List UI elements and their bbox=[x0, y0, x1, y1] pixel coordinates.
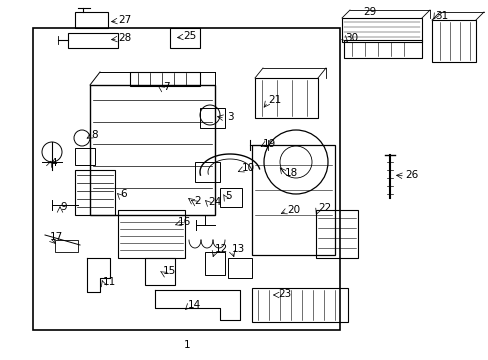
Text: 8: 8 bbox=[91, 130, 98, 140]
Text: 31: 31 bbox=[434, 11, 447, 21]
Text: 13: 13 bbox=[231, 244, 245, 254]
Bar bbox=[315, 210, 357, 258]
Bar bbox=[251, 145, 334, 255]
Text: 14: 14 bbox=[187, 300, 201, 310]
Bar bbox=[68, 33, 118, 48]
Bar bbox=[204, 252, 224, 275]
Text: 25: 25 bbox=[183, 31, 196, 41]
Bar bbox=[220, 188, 242, 207]
Text: 10: 10 bbox=[242, 163, 255, 173]
Bar bbox=[75, 148, 95, 165]
Text: 18: 18 bbox=[285, 168, 298, 178]
Bar bbox=[254, 78, 317, 118]
Bar bbox=[431, 20, 475, 62]
Text: 20: 20 bbox=[286, 205, 300, 215]
Text: 19: 19 bbox=[263, 139, 276, 149]
Text: 30: 30 bbox=[345, 33, 357, 43]
Text: 28: 28 bbox=[118, 33, 131, 43]
Text: 1: 1 bbox=[183, 340, 190, 350]
Text: 16: 16 bbox=[178, 217, 191, 227]
Bar bbox=[33, 28, 339, 330]
Text: 9: 9 bbox=[60, 202, 66, 212]
Text: 23: 23 bbox=[278, 289, 291, 299]
Text: 15: 15 bbox=[163, 266, 176, 276]
Bar bbox=[118, 210, 184, 258]
Text: 3: 3 bbox=[226, 112, 233, 122]
Text: 29: 29 bbox=[363, 7, 376, 17]
Bar bbox=[75, 12, 108, 28]
Bar bbox=[341, 18, 421, 42]
Text: 4: 4 bbox=[50, 158, 57, 168]
Text: 24: 24 bbox=[207, 197, 221, 207]
Bar bbox=[90, 85, 215, 215]
Text: 12: 12 bbox=[215, 244, 228, 254]
Text: 5: 5 bbox=[224, 191, 231, 201]
Text: 17: 17 bbox=[50, 232, 63, 242]
Text: 2: 2 bbox=[194, 196, 200, 206]
Bar bbox=[145, 258, 175, 285]
Bar bbox=[251, 288, 347, 322]
Bar bbox=[195, 162, 220, 182]
Bar bbox=[55, 240, 78, 252]
Text: 26: 26 bbox=[404, 170, 417, 180]
Bar bbox=[200, 108, 224, 128]
Text: 21: 21 bbox=[267, 95, 281, 105]
Text: 7: 7 bbox=[163, 82, 169, 92]
Bar bbox=[170, 28, 200, 48]
Bar bbox=[227, 258, 251, 278]
Text: 22: 22 bbox=[317, 203, 330, 213]
Text: 11: 11 bbox=[103, 277, 116, 287]
Bar bbox=[343, 40, 421, 58]
Bar bbox=[75, 170, 115, 215]
Text: 27: 27 bbox=[118, 15, 131, 25]
Text: 6: 6 bbox=[120, 189, 126, 199]
Bar bbox=[130, 72, 200, 86]
